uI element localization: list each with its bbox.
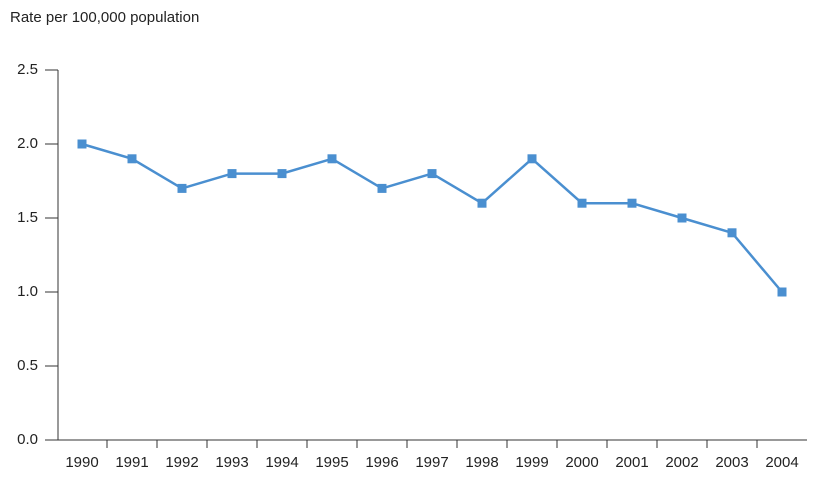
x-tick-label: 2003 xyxy=(715,454,748,471)
y-tick-label: 2.5 xyxy=(17,61,38,78)
point xyxy=(377,183,387,193)
point xyxy=(177,183,187,193)
point xyxy=(427,169,437,179)
x-tick-label: 1991 xyxy=(115,454,148,471)
point xyxy=(227,169,237,179)
point xyxy=(677,213,687,223)
y-tick-label: 1.5 xyxy=(17,209,38,226)
x-tick-label: 2002 xyxy=(665,454,698,471)
point xyxy=(727,228,737,238)
point xyxy=(127,154,137,164)
x-tick-label: 1998 xyxy=(465,454,498,471)
point xyxy=(627,198,637,208)
series-line xyxy=(81,142,783,293)
y-tick-label: 0.0 xyxy=(17,431,38,448)
y-tick-label: 2.0 xyxy=(17,135,38,152)
point xyxy=(527,154,537,164)
x-tick-label: 2001 xyxy=(615,454,648,471)
point xyxy=(577,198,587,208)
x-tick-label: 2000 xyxy=(565,454,598,471)
x-tick-label: 1994 xyxy=(265,454,298,471)
point xyxy=(277,169,287,179)
x-tick-label: 1996 xyxy=(365,454,398,471)
point xyxy=(77,139,87,149)
y-axis-label: Rate per 100,000 population xyxy=(10,9,199,26)
point xyxy=(327,154,337,164)
y-tick-label: 0.5 xyxy=(17,357,38,374)
point xyxy=(777,287,787,297)
x-tick-label: 1995 xyxy=(315,454,348,471)
x-tick-label: 1993 xyxy=(215,454,248,471)
x-tick-label: 2004 xyxy=(765,454,798,471)
x-tick-label: 1997 xyxy=(415,454,448,471)
x-tick-label: 1992 xyxy=(165,454,198,471)
x-tick-label: 1999 xyxy=(515,454,548,471)
x-tick-label: 1990 xyxy=(65,454,98,471)
y-tick-label: 1.0 xyxy=(17,283,38,300)
point xyxy=(477,198,487,208)
